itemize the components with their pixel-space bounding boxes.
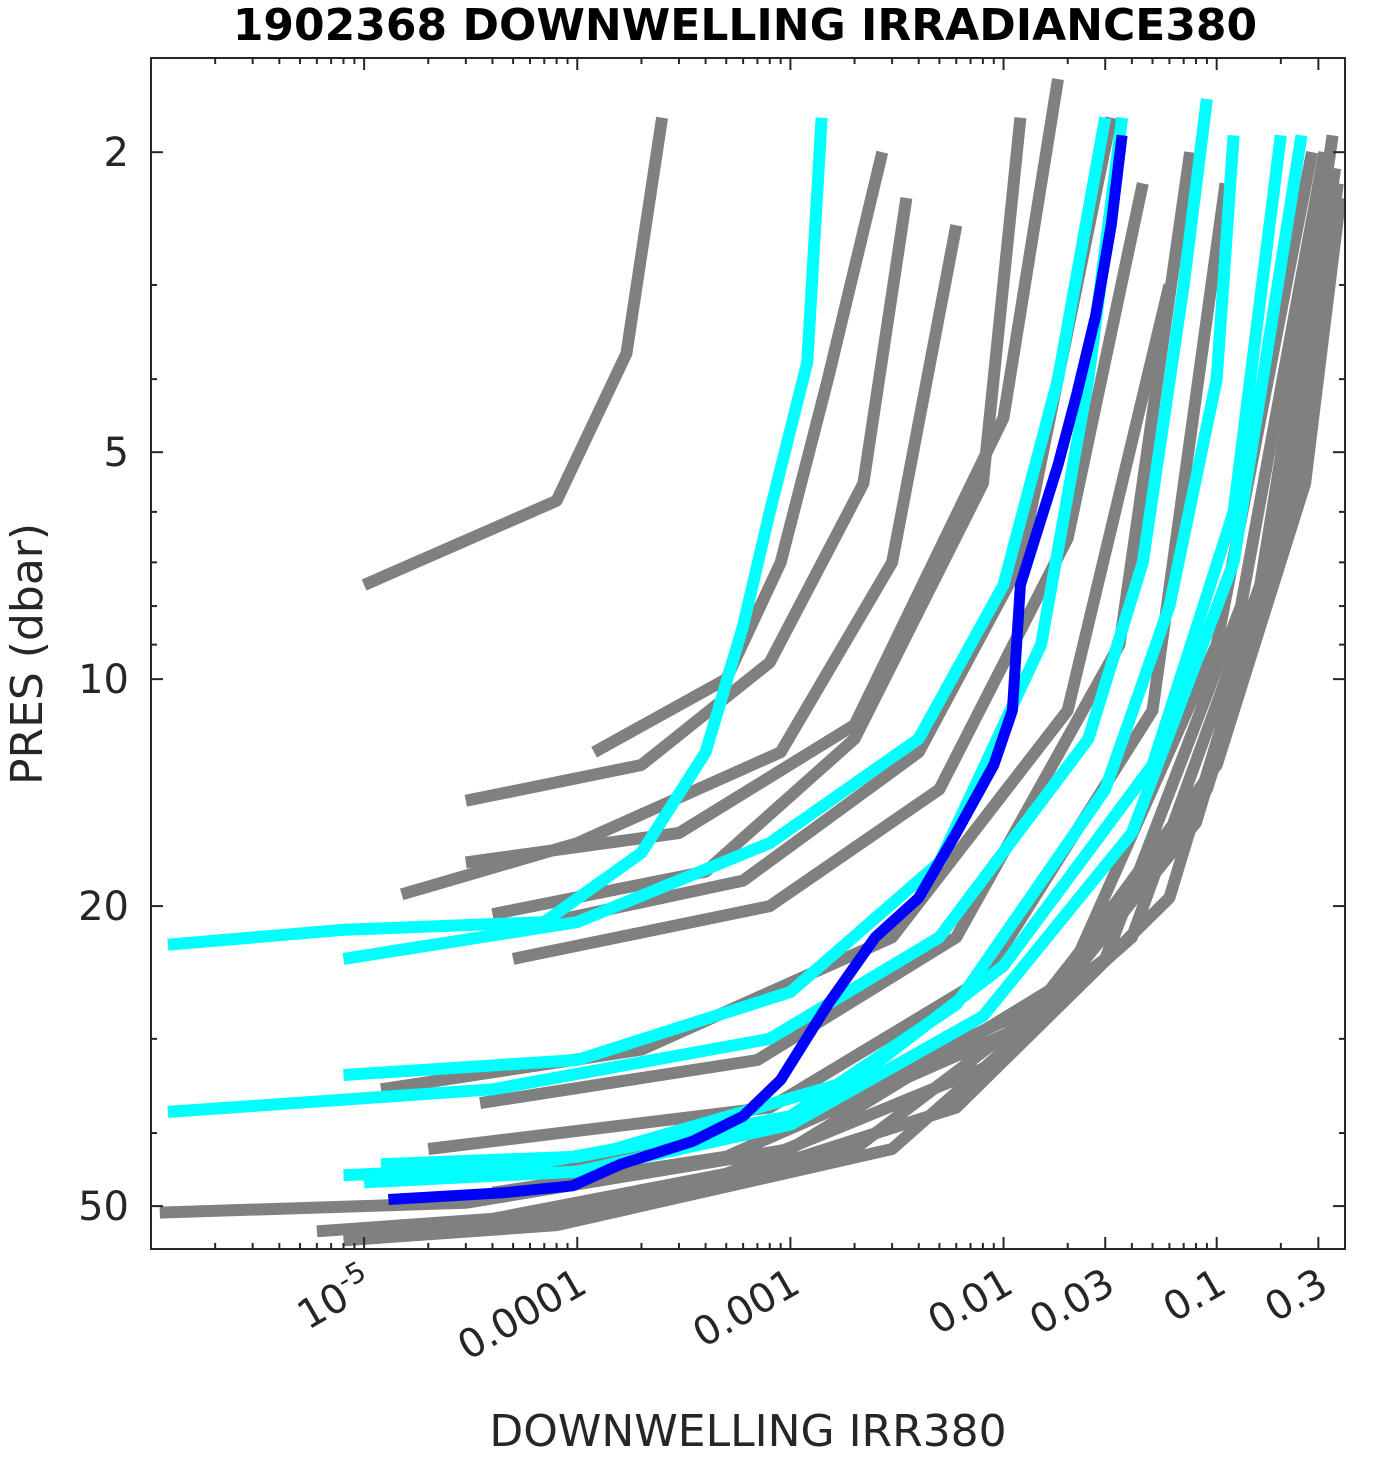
x-tick-label: 0.03: [1022, 1260, 1122, 1344]
x-tick-label-group: 10-5: [287, 1255, 381, 1339]
history-profile-line-1: [361, 116, 669, 591]
x-tick-label-group: 0.01: [920, 1260, 1020, 1344]
x-tick-label-group: 0.3: [1257, 1260, 1335, 1332]
chart-title: 1902368 DOWNWELLING IRRADIANCE380: [233, 0, 1257, 51]
y-tick-label: 5: [104, 430, 129, 476]
x-tick-label: 0.001: [685, 1260, 807, 1357]
y-tick-label: 2: [104, 130, 129, 176]
y-axis-label: PRES (dbar): [2, 523, 53, 785]
x-minor-ticks: [150, 58, 1346, 1249]
recent-profile-line-19: [167, 117, 828, 951]
recent-profile-line-20: [342, 116, 1112, 965]
x-tick-label: 10-5: [287, 1255, 381, 1339]
history-profile-line-16: [542, 167, 1342, 1225]
history-profile-line-10: [479, 151, 1197, 1110]
current-profile-line-26: [388, 134, 1128, 1205]
plot-frame: [150, 57, 1346, 1250]
x-tick-label: 0.3: [1257, 1260, 1335, 1332]
x-tick-label-group: 0.001: [685, 1260, 807, 1357]
y-tick-label: 50: [78, 1184, 129, 1230]
y-minor-ticks: [151, 283, 1345, 1135]
recent-profile-line-22: [167, 98, 1213, 1118]
recent-profile-line-25: [363, 134, 1308, 1189]
recent-profile-line-24: [343, 134, 1287, 1182]
x-tick-label: 0.1: [1156, 1260, 1234, 1332]
history-profile-line-2: [591, 150, 889, 758]
plot-lines: [159, 78, 1347, 1247]
x-tick-label: 0.01: [920, 1260, 1020, 1344]
history-profile-line-5: [491, 117, 1027, 921]
history-profile-line-13: [316, 151, 1331, 1238]
history-profile-line-6: [464, 78, 1064, 869]
x-tick-label: 0.0001: [450, 1260, 594, 1370]
x-tick-label-group: 0.0001: [450, 1260, 594, 1370]
history-profile-line-8: [511, 182, 1149, 965]
x-tick-label-group: 0.03: [1022, 1260, 1122, 1344]
y-tick-label: 10: [78, 657, 129, 703]
x-axis-label: DOWNWELLING IRR380: [489, 1406, 1006, 1457]
x-tick-label-group: 0.1: [1156, 1260, 1234, 1332]
y-axis-ticks: 2 5 10 20 50: [78, 130, 1345, 1230]
y-tick-label: 20: [78, 884, 129, 930]
history-profile-line-3: [464, 197, 913, 807]
